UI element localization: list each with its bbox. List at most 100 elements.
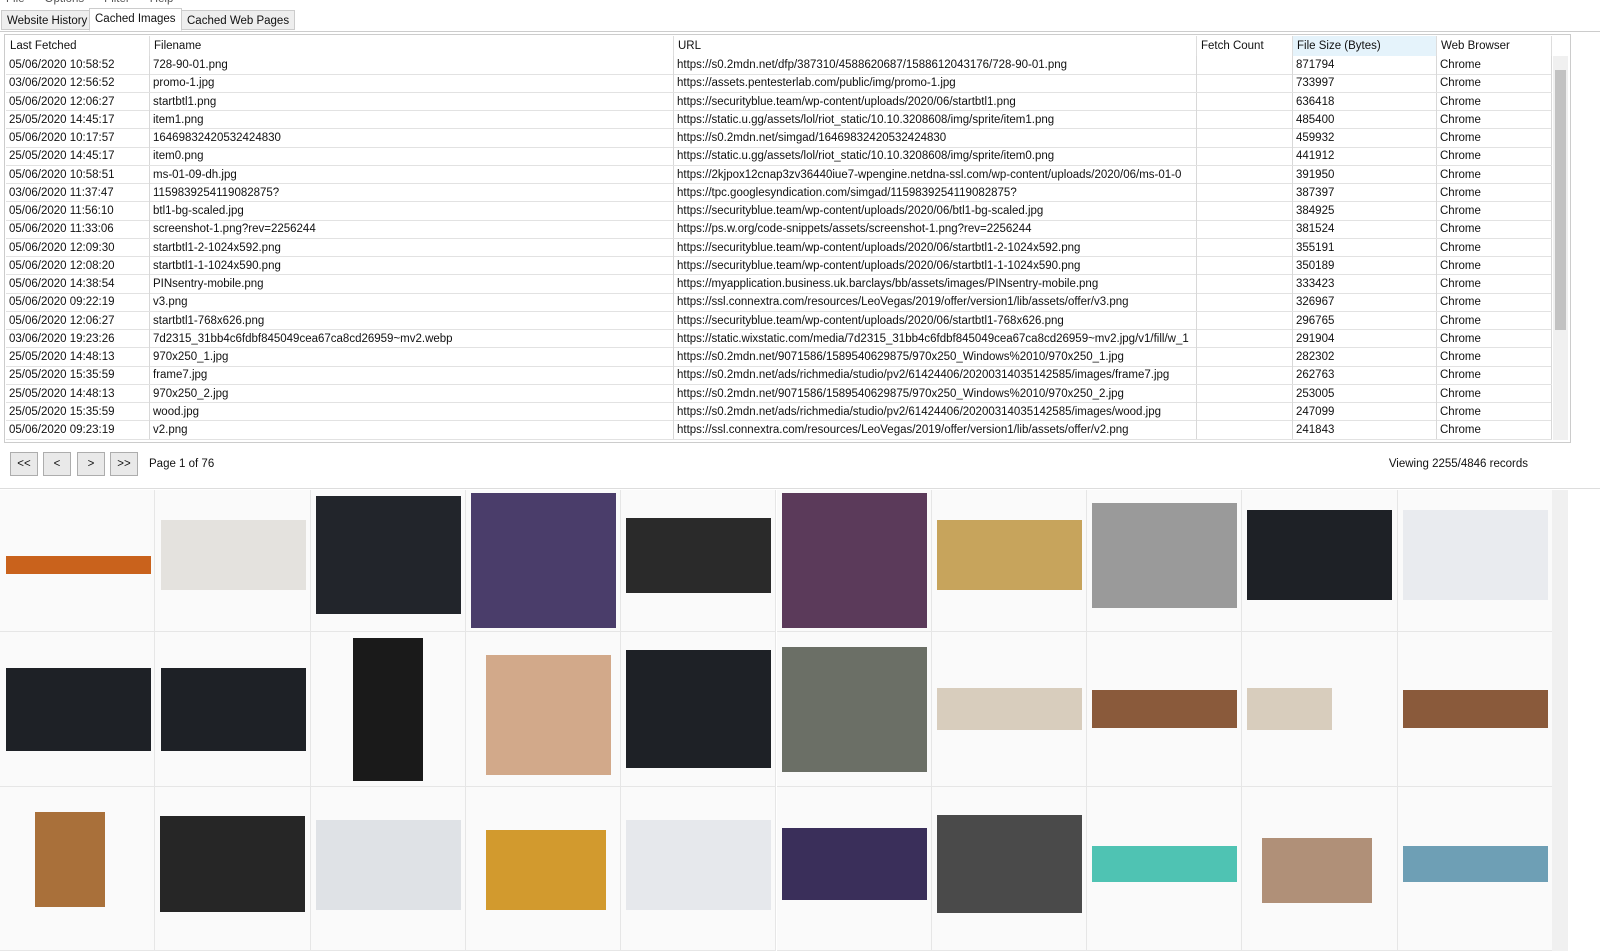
thumbnail-cell[interactable] bbox=[0, 632, 156, 787]
table-cell[interactable]: Chrome bbox=[1437, 293, 1552, 312]
table-cell[interactable]: https://s0.2mdn.net/9071586/158954062987… bbox=[674, 348, 1197, 366]
menu-item[interactable]: File bbox=[6, 0, 25, 5]
table-cell[interactable]: https://static.u.gg/assets/lol/riot_stat… bbox=[674, 147, 1197, 166]
table-cell[interactable]: Chrome bbox=[1437, 275, 1552, 293]
table-cell[interactable] bbox=[1197, 220, 1293, 239]
thumbnail-cell[interactable] bbox=[1087, 632, 1243, 787]
table-cell[interactable]: Chrome bbox=[1437, 238, 1552, 257]
table-cell[interactable]: 970x250_2.jpg bbox=[150, 384, 674, 403]
table-cell[interactable]: startbtl1-768x626.png bbox=[150, 311, 674, 330]
table-cell[interactable]: 970x250_1.jpg bbox=[150, 348, 674, 366]
page-button[interactable]: << bbox=[10, 452, 38, 476]
table-cell[interactable]: Chrome bbox=[1437, 220, 1552, 239]
table-cell[interactable]: https://s0.2mdn.net/9071586/158954062987… bbox=[674, 384, 1197, 403]
table-cell[interactable]: v3.png bbox=[150, 293, 674, 312]
table-cell[interactable]: 733997 bbox=[1293, 74, 1437, 93]
table-cell[interactable]: Chrome bbox=[1437, 402, 1552, 421]
table-cell[interactable]: 16469832420532424830 bbox=[150, 129, 674, 147]
thumbnail-cell[interactable] bbox=[621, 787, 777, 951]
thumbnail-cell[interactable] bbox=[1242, 632, 1398, 787]
table-cell[interactable]: 459932 bbox=[1293, 129, 1437, 147]
table-cell[interactable] bbox=[1197, 183, 1293, 202]
table-cell[interactable]: Chrome bbox=[1437, 256, 1552, 275]
table-cell[interactable] bbox=[1197, 110, 1293, 129]
column-header[interactable]: Filename bbox=[150, 36, 674, 56]
tab[interactable]: Cached Images bbox=[89, 8, 182, 31]
table-cell[interactable]: Chrome bbox=[1437, 74, 1552, 93]
table-cell[interactable] bbox=[1197, 74, 1293, 93]
table-cell[interactable]: https://static.wixstatic.com/media/7d231… bbox=[674, 329, 1197, 348]
table-cell[interactable]: 485400 bbox=[1293, 110, 1437, 129]
tab[interactable]: Website History bbox=[1, 10, 94, 30]
table-cell[interactable]: screenshot-1.png?rev=2256244 bbox=[150, 220, 674, 239]
thumbnail-cell[interactable] bbox=[465, 787, 622, 951]
table-cell[interactable]: 253005 bbox=[1293, 384, 1437, 403]
table-cell[interactable]: 636418 bbox=[1293, 92, 1437, 111]
thumbnail-cell[interactable] bbox=[1397, 787, 1553, 951]
table-cell[interactable]: 05/06/2020 12:06:27 bbox=[6, 92, 150, 111]
thumbnail-cell[interactable] bbox=[310, 787, 466, 951]
table-cell[interactable]: 241843 bbox=[1293, 421, 1437, 439]
thumbnail-cell[interactable] bbox=[776, 632, 932, 787]
menu-item[interactable]: Options bbox=[45, 0, 85, 5]
grid-scrollbar[interactable] bbox=[1552, 490, 1568, 951]
thumbnail-cell[interactable] bbox=[1087, 787, 1243, 951]
table-cell[interactable]: 03/06/2020 11:37:47 bbox=[6, 183, 150, 202]
table-cell[interactable]: https://securityblue.team/wp-content/upl… bbox=[674, 202, 1197, 220]
page-button[interactable]: >> bbox=[110, 452, 138, 476]
table-cell[interactable]: 384925 bbox=[1293, 202, 1437, 220]
table-cell[interactable]: 441912 bbox=[1293, 147, 1437, 166]
table-cell[interactable]: 871794 bbox=[1293, 56, 1437, 74]
table-scrollbar[interactable] bbox=[1553, 56, 1568, 440]
table-cell[interactable]: promo-1.jpg bbox=[150, 74, 674, 93]
table-cell[interactable] bbox=[1197, 366, 1293, 385]
table-cell[interactable]: 25/05/2020 14:45:17 bbox=[6, 110, 150, 129]
thumbnail-cell[interactable] bbox=[1242, 490, 1398, 632]
table-cell[interactable]: https://myapplication.business.uk.barcla… bbox=[674, 275, 1197, 293]
table-cell[interactable]: 333423 bbox=[1293, 275, 1437, 293]
table-cell[interactable]: https://securityblue.team/wp-content/upl… bbox=[674, 311, 1197, 330]
table-cell[interactable]: Chrome bbox=[1437, 311, 1552, 330]
table-cell[interactable]: https://ssl.connextra.com/resources/LeoV… bbox=[674, 421, 1197, 439]
table-cell[interactable] bbox=[1197, 329, 1293, 348]
table-cell[interactable]: https://s0.2mdn.net/ads/richmedia/studio… bbox=[674, 402, 1197, 421]
table-cell[interactable] bbox=[1197, 147, 1293, 166]
table-cell[interactable]: Chrome bbox=[1437, 56, 1552, 74]
thumbnail-cell[interactable] bbox=[155, 490, 311, 632]
table-cell[interactable]: https://ssl.connextra.com/resources/LeoV… bbox=[674, 293, 1197, 312]
table-cell[interactable]: 03/06/2020 12:56:52 bbox=[6, 74, 150, 93]
table-cell[interactable]: 391950 bbox=[1293, 165, 1437, 184]
table-cell[interactable]: 350189 bbox=[1293, 256, 1437, 275]
table-cell[interactable]: https://securityblue.team/wp-content/upl… bbox=[674, 238, 1197, 257]
table-cell[interactable]: startbtl1.png bbox=[150, 92, 674, 111]
table-cell[interactable]: item1.png bbox=[150, 110, 674, 129]
table-cell[interactable]: Chrome bbox=[1437, 147, 1552, 166]
thumbnail-cell[interactable] bbox=[155, 632, 311, 787]
table-cell[interactable]: 05/06/2020 14:38:54 bbox=[6, 275, 150, 293]
table-cell[interactable]: 05/06/2020 12:09:30 bbox=[6, 238, 150, 257]
table-cell[interactable] bbox=[1197, 275, 1293, 293]
table-cell[interactable] bbox=[1197, 56, 1293, 74]
thumbnail-cell[interactable] bbox=[1397, 632, 1553, 787]
table-cell[interactable]: Chrome bbox=[1437, 348, 1552, 366]
table-cell[interactable] bbox=[1197, 384, 1293, 403]
thumbnail-cell[interactable] bbox=[621, 490, 777, 632]
thumbnail-cell[interactable] bbox=[0, 787, 156, 951]
table-cell[interactable]: 25/05/2020 15:35:59 bbox=[6, 402, 150, 421]
menu-item[interactable]: Help bbox=[150, 0, 174, 5]
menu-item[interactable]: Filter bbox=[104, 0, 130, 5]
table-cell[interactable]: https://tpc.googlesyndication.com/simgad… bbox=[674, 183, 1197, 202]
table-cell[interactable]: 381524 bbox=[1293, 220, 1437, 239]
table-cell[interactable]: 03/06/2020 19:23:26 bbox=[6, 329, 150, 348]
table-cell[interactable]: https://static.u.gg/assets/lol/riot_stat… bbox=[674, 110, 1197, 129]
column-header[interactable]: Fetch Count bbox=[1197, 36, 1293, 56]
table-cell[interactable]: startbtl1-2-1024x592.png bbox=[150, 238, 674, 257]
table-cell[interactable]: https://ps.w.org/code-snippets/assets/sc… bbox=[674, 220, 1197, 239]
table-cell[interactable]: Chrome bbox=[1437, 202, 1552, 220]
table-cell[interactable]: 05/06/2020 11:33:06 bbox=[6, 220, 150, 239]
table-cell[interactable]: btl1-bg-scaled.jpg bbox=[150, 202, 674, 220]
table-cell[interactable] bbox=[1197, 129, 1293, 147]
thumbnail-cell[interactable] bbox=[1087, 490, 1243, 632]
table-cell[interactable] bbox=[1197, 256, 1293, 275]
table-cell[interactable]: 25/05/2020 14:48:13 bbox=[6, 384, 150, 403]
